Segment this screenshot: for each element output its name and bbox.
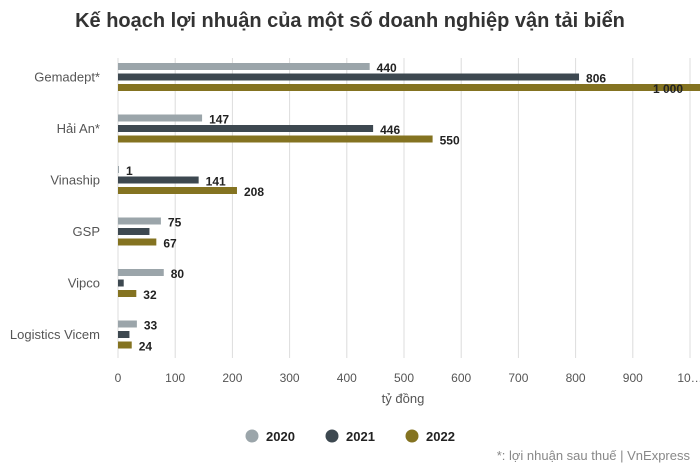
bar-2021 [118,73,580,81]
bar-2022 [118,84,700,91]
bar-2022 [118,341,132,349]
bar-2021 [118,331,130,338]
x-tick-labels: 0 100 200 300 400 500 600 700 800 900 10… [115,371,700,385]
x-tick-label: 700 [508,371,528,385]
bars [118,63,700,349]
legend-marker-2021 [325,429,339,443]
value-label: 550 [440,134,460,148]
bar-2020 [118,166,119,173]
x-tick-label: 100 [165,371,185,385]
x-tick-label: 300 [280,371,300,385]
legend-label: 2020 [266,429,295,444]
category-label: Vipco [68,276,100,291]
bar-2022 [118,238,157,246]
value-label: 24 [139,340,153,354]
x-tick-label: 500 [394,371,414,385]
value-label: 440 [377,61,397,75]
legend: 2020 2021 2022 [245,429,455,444]
value-labels: 440 806 1 000 147 446 550 1 141 208 75 67 80 32 33 24 [126,61,683,354]
bar-2021 [118,125,374,132]
x-tick-label: 200 [222,371,242,385]
value-label: 208 [244,185,264,199]
bar-2022 [118,135,433,143]
value-label: 806 [586,72,606,86]
value-label: 80 [171,267,185,281]
value-label: 67 [163,237,177,251]
legend-marker-2020 [245,429,259,443]
x-tick-label: 600 [451,371,471,385]
value-label: 32 [143,288,157,302]
value-label: 446 [380,123,400,137]
bar-2022 [118,187,237,194]
bar-2021 [118,176,199,184]
value-label: 141 [206,175,226,189]
value-label: 1 [126,164,133,178]
value-label: 1 000 [653,82,683,96]
bar-2022 [118,290,137,297]
bar-2020 [118,114,203,122]
bar-2021 [118,279,124,287]
category-label: Hải An* [57,121,100,136]
chart-title: Kế hoạch lợi nhuận của một số doanh nghi… [75,10,625,32]
bar-2020 [118,217,161,225]
legend-marker-2022 [405,429,419,443]
category-label: GSP [73,224,100,239]
category-label: Logistics Vicem [10,327,100,342]
source-note: *: lợi nhuận sau thuế | VnExpress [497,448,691,463]
category-label: Gemadept* [34,70,100,85]
value-label: 75 [168,216,182,230]
bar-2021 [118,228,150,235]
category-labels: Gemadept* Hải An* Vinaship GSP Vipco Logistic… [10,70,100,343]
legend-label: 2022 [426,429,455,444]
x-tick-label: 800 [566,371,586,385]
bar-2020 [118,320,137,328]
category-label: Vinaship [50,173,100,188]
x-tick-label: 0 [115,371,122,385]
x-tick-label: 10… [677,371,700,385]
gridlines [117,58,691,358]
bar-2020 [118,63,370,70]
bar-2020 [118,269,164,276]
x-tick-label: 400 [337,371,357,385]
x-tick-label: 900 [623,371,643,385]
x-axis-title: tỷ đồng [382,391,425,406]
value-label: 33 [144,319,158,333]
legend-label: 2021 [346,429,375,444]
value-label: 147 [209,113,229,127]
